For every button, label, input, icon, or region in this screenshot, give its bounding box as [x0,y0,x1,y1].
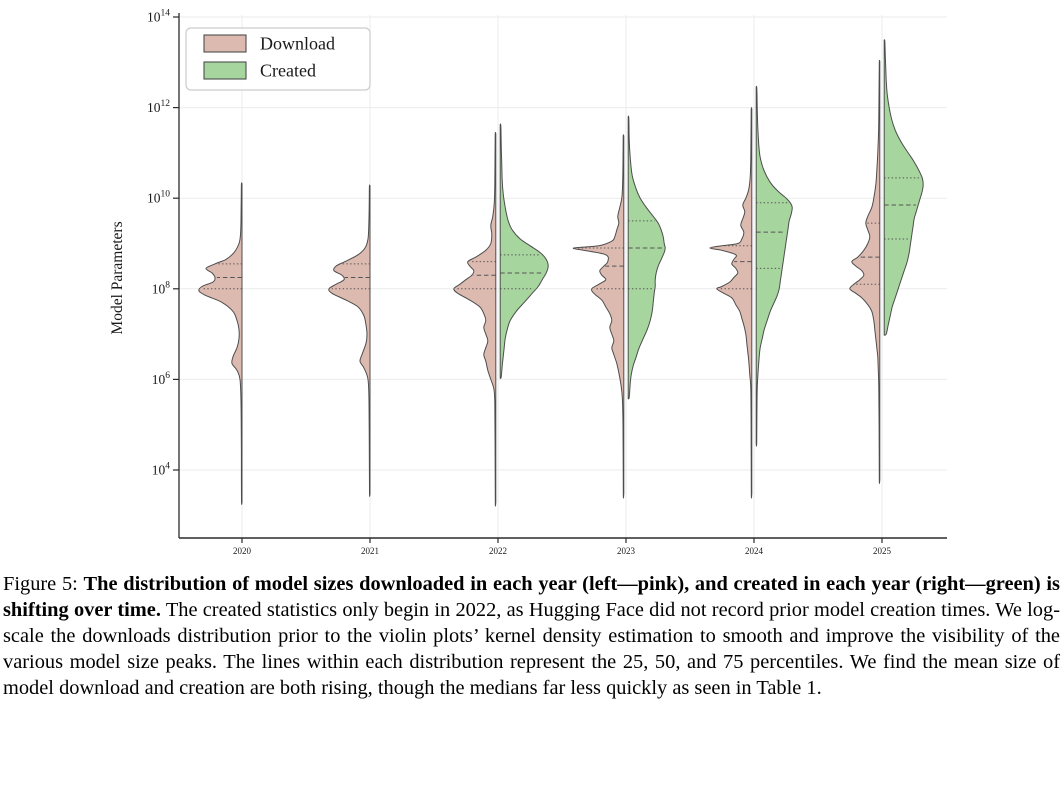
violin-2022-download-shape [453,131,497,507]
caption-figure-label: Figure 5: [3,573,84,595]
x-tick-label-2024: 2024 [745,546,764,556]
violin-2023-created-shape [627,115,666,400]
legend-label-download: Download [260,34,335,54]
legend-label-created: Created [260,61,316,81]
x-tick-label-2023: 2023 [617,546,636,556]
legend-swatch-created [203,61,247,80]
y-axis-title: Model Parameters [109,221,126,334]
y-tick-label-1e14: 1014 [147,9,170,25]
violin-2020-download-shape [198,182,243,505]
caption-bold-text: The distribution of model sizes download… [3,573,1060,621]
x-tick-label-2020: 2020 [233,546,252,556]
violin-plot-svg: 1014 1012 1010 108 106 104 2020 2021 2022 2023 202… [109,9,947,556]
violin-plot-figure: 1014 1012 1010 108 106 104 2020 2021 2022 2023 202… [109,9,947,556]
y-tick-label-1e12: 1012 [147,99,170,115]
x-tick-label-2022: 2022 [489,546,507,556]
y-tick-label-1e4: 104 [152,462,171,478]
legend-swatch-download [203,34,247,53]
y-tick-label-1e6: 106 [152,371,171,387]
figure-caption: Figure 5: The distribution of model size… [3,571,1060,701]
caption-body-text: The created statistics only begin in 202… [3,599,1060,699]
x-tick-label-2025: 2025 [873,546,892,556]
y-tick-label-1e8: 108 [152,280,171,296]
violin-2023-download-shape [572,134,625,499]
violin-2024-created-shape [755,85,793,447]
violin-2025-created-shape [883,39,924,336]
violin-2025-download-shape [849,59,881,484]
violin-2021-download-shape [328,184,371,497]
y-tick-label-1e10: 1010 [147,190,170,206]
violin-2022-created-shape [499,123,549,379]
x-tick-label-2021: 2021 [361,546,379,556]
violin-2024-download-shape [709,107,753,499]
